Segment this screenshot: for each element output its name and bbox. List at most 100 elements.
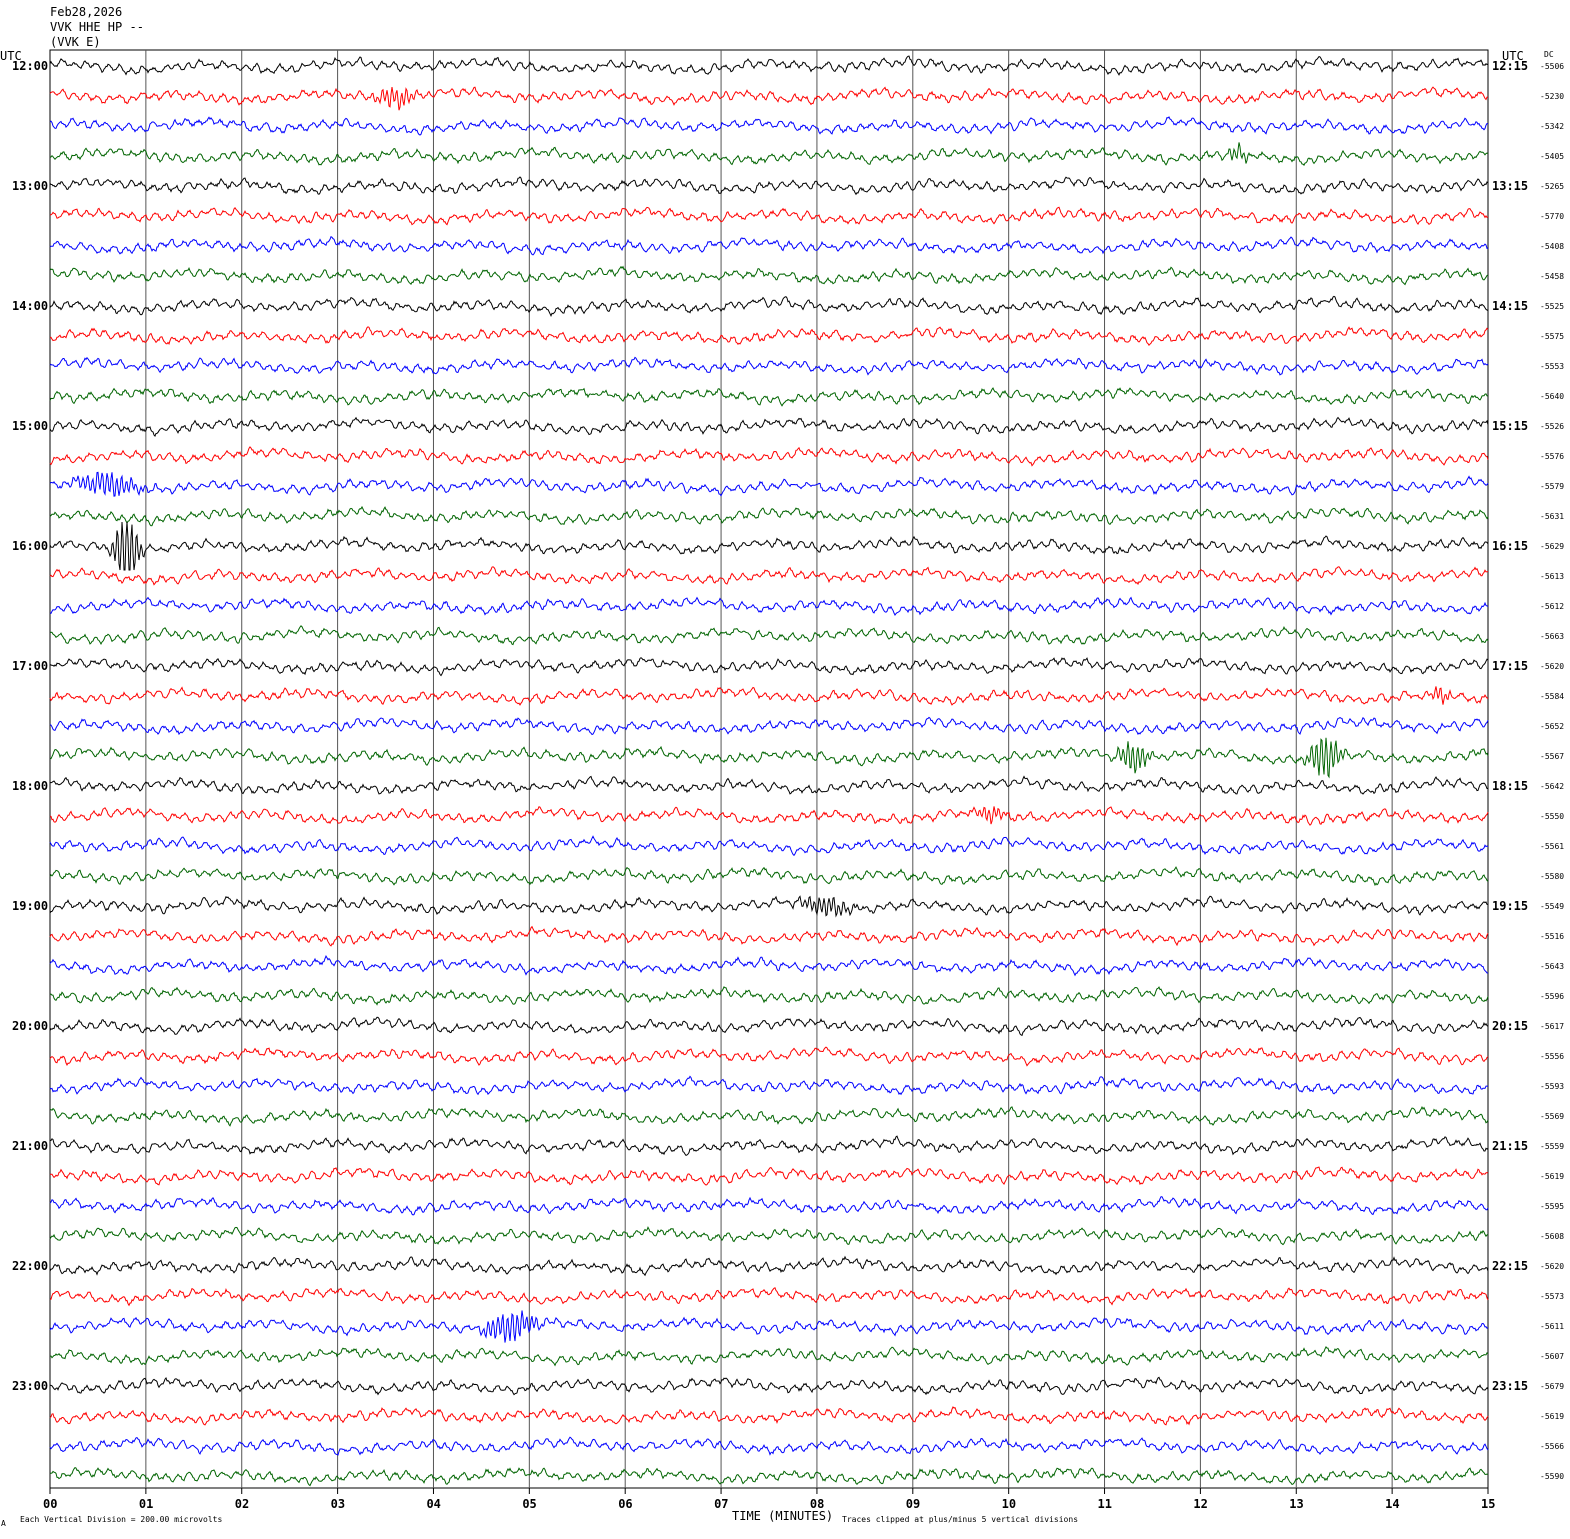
seismic-trace [49,1135,1489,1157]
dc-offset-label: -5526 [1540,422,1564,431]
left-hour-label: 23:00 [12,1379,48,1393]
dc-offset-label: -5607 [1540,1352,1564,1361]
dc-offset-label: -5590 [1540,1472,1564,1481]
dc-offset-label: -5663 [1540,632,1564,641]
dc-offset-label: -5506 [1540,62,1564,71]
dc-offset-label: -5569 [1540,1112,1564,1121]
seismic-trace [49,116,1489,136]
seismic-trace [49,387,1489,407]
seismic-trace [49,1226,1489,1246]
dc-offset-label: -5556 [1540,1052,1564,1061]
dc-offset-label: -5525 [1540,302,1564,311]
dc-offset-label: -5596 [1540,992,1564,1001]
seismic-trace [49,521,1489,571]
minute-gridlines [145,50,1393,1488]
seismic-trace [49,295,1489,318]
dc-offset-label: -5679 [1540,1382,1564,1391]
seismic-trace [49,416,1489,438]
seismic-trace [49,446,1489,467]
x-tick-label: 11 [1098,1497,1112,1511]
seismic-trace [49,737,1489,779]
dc-offset-label: -5612 [1540,602,1564,611]
corner-mark: A [1,1519,6,1528]
seismic-trace [49,566,1489,586]
seismic-trace [49,1310,1489,1343]
left-hour-label: 12:00 [12,59,48,73]
seismic-trace [49,895,1488,918]
left-hour-label: 14:00 [12,299,48,313]
x-tick-labels: 00 01 02 03 04 05 06 07 08 09 10 11 12 13 14 15 [43,1488,1495,1511]
x-tick-label: 03 [331,1497,345,1511]
seismic-trace [49,657,1489,677]
dc-offset-label: -5593 [1540,1082,1564,1091]
header-date: Feb28,2026 [50,5,122,19]
seismic-trace [49,625,1489,646]
plot-frame [49,49,1489,1489]
x-tick-label: 07 [714,1497,728,1511]
seismic-trace [49,86,1488,111]
x-tick-label: 15 [1481,1497,1495,1511]
dc-offset-label: -5405 [1540,152,1564,161]
left-hour-label: 17:00 [12,659,48,673]
seismic-trace [49,596,1489,616]
header-channel: (VVK E) [50,35,101,49]
header-station: VVK HHE HP -- [50,20,144,34]
x-tick-label: 00 [43,1497,57,1511]
seismic-trace [49,806,1489,826]
dc-offset-label: -5640 [1540,392,1564,401]
right-hour-label: 19:15 [1492,899,1528,913]
seismic-trace [49,1196,1489,1216]
dc-offset-label: -5595 [1540,1202,1564,1211]
dc-offset-label: -5619 [1540,1412,1564,1421]
right-hour-label: 18:15 [1492,779,1528,793]
left-utc-label: UTC [0,49,22,63]
right-hour-label: 13:15 [1492,179,1528,193]
seismic-trace [49,1436,1489,1456]
seismic-trace [49,1166,1489,1186]
dc-offset-label: -5584 [1540,692,1564,701]
dc-offset-label: -5642 [1540,782,1564,791]
dc-offset-label: -5342 [1540,122,1564,131]
seismic-trace [49,866,1489,887]
dc-offset-label: -5629 [1540,542,1564,551]
right-hour-labels: 12:15 13:15 14:15 15:15 16:15 17:15 18:15 19:15… [1492,59,1528,1393]
dc-offset-label: -5631 [1540,512,1564,521]
seismic-trace [49,1345,1489,1367]
dc-offset-label: -5567 [1540,752,1564,761]
right-utc-label: UTC [1502,49,1524,63]
left-hour-label: 15:00 [12,419,48,433]
dc-offset-label: -5611 [1540,1322,1564,1331]
seismic-trace [49,775,1489,795]
x-tick-label: 01 [139,1497,153,1511]
seismic-trace [49,686,1489,706]
x-tick-label: 02 [235,1497,249,1511]
seismic-trace [49,206,1489,226]
trace-group [49,55,1489,1487]
dc-label: DC [1544,50,1554,59]
dc-offset-label: -5408 [1540,242,1564,251]
dc-offset-label: -5619 [1540,1172,1564,1181]
left-hour-label: 13:00 [12,179,48,193]
seismic-trace [49,954,1489,977]
dc-offset-label: -5561 [1540,842,1564,851]
left-hour-label: 19:00 [12,899,48,913]
clip-note: Traces clipped at plus/minus 5 vertical … [842,1515,1078,1524]
x-tick-label: 09 [906,1497,920,1511]
seismic-trace [49,142,1489,166]
right-hour-label: 21:15 [1492,1139,1528,1153]
dc-offset-label: -5549 [1540,902,1564,911]
right-hour-label: 12:15 [1492,59,1528,73]
right-hour-label: 23:15 [1492,1379,1528,1393]
dc-offset-label: -5516 [1540,932,1564,941]
dc-offset-label: -5643 [1540,962,1564,971]
seismic-trace [49,1075,1489,1096]
x-tick-label: 05 [522,1497,536,1511]
dc-offset-label: -5573 [1540,1292,1564,1301]
left-hour-labels: 12:00 13:00 14:00 15:00 16:00 17:00 18:00 19:00… [12,59,48,1393]
dc-offset-label: -5579 [1540,482,1564,491]
x-tick-label: 08 [810,1497,824,1511]
dc-offset-label: -5613 [1540,572,1564,581]
seismic-trace [49,716,1489,736]
seismic-trace [49,1255,1489,1277]
dc-offset-label: -5620 [1540,662,1564,671]
